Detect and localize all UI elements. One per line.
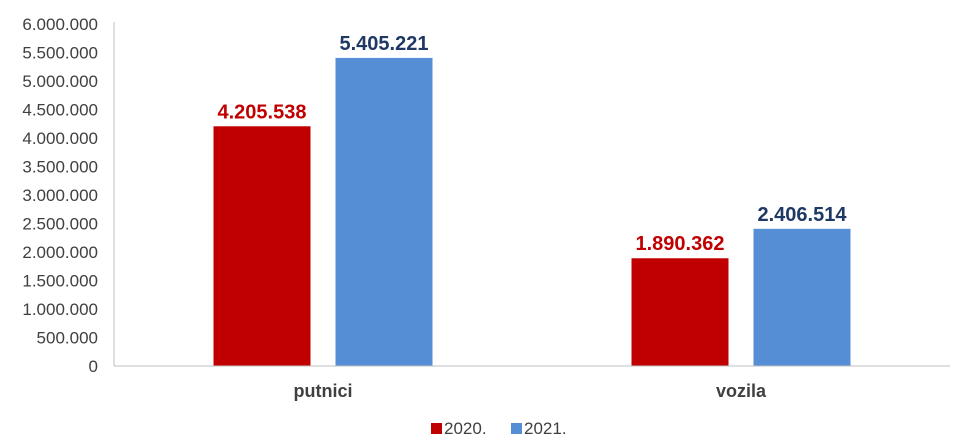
bar-putnici-0	[213, 126, 311, 366]
y-tick-label: 1.500.000	[22, 272, 98, 291]
category-label-putnici: putnici	[294, 381, 353, 401]
y-tick-label: 5.000.000	[22, 72, 98, 91]
y-tick-label: 6.000.000	[22, 15, 98, 34]
y-tick-label: 2.500.000	[22, 215, 98, 234]
legend-label: 2021.	[524, 419, 567, 437]
bar-vozila-1	[753, 228, 851, 366]
y-tick-label: 3.500.000	[22, 158, 98, 177]
y-tick-label: 4.000.000	[22, 129, 98, 148]
bars	[213, 57, 851, 366]
category-label-vozila: vozila	[716, 381, 767, 401]
legend-swatch	[511, 423, 522, 434]
bar-putnici-1	[335, 57, 433, 366]
y-tick-label: 1.000.000	[22, 300, 98, 319]
legend-label: 2020.	[444, 419, 487, 437]
legend-swatch	[431, 423, 442, 434]
data-label: 1.890.362	[636, 233, 725, 255]
y-tick-label: 500.000	[37, 329, 98, 348]
data-label: 2.406.514	[758, 204, 848, 226]
y-tick-label: 5.500.000	[22, 44, 98, 63]
data-label: 4.205.538	[218, 101, 307, 123]
data-label: 5.405.221	[340, 33, 429, 55]
bar-vozila-0	[631, 258, 729, 366]
legend: 2020. 2021.	[431, 419, 567, 437]
axes	[113, 22, 950, 367]
y-tick-label: 4.500.000	[22, 101, 98, 120]
y-tick-label: 2.000.000	[22, 243, 98, 262]
data-labels: 4.205.538 5.405.221 1.890.362 2.406.514	[218, 33, 848, 255]
y-axis-ticks: 0 500.000 1.000.000 1.500.000 2.000.000 2.500…	[22, 15, 98, 376]
y-tick-label: 3.000.000	[22, 186, 98, 205]
y-tick-label: 0	[89, 357, 98, 376]
category-labels: putnici vozila	[294, 381, 767, 401]
